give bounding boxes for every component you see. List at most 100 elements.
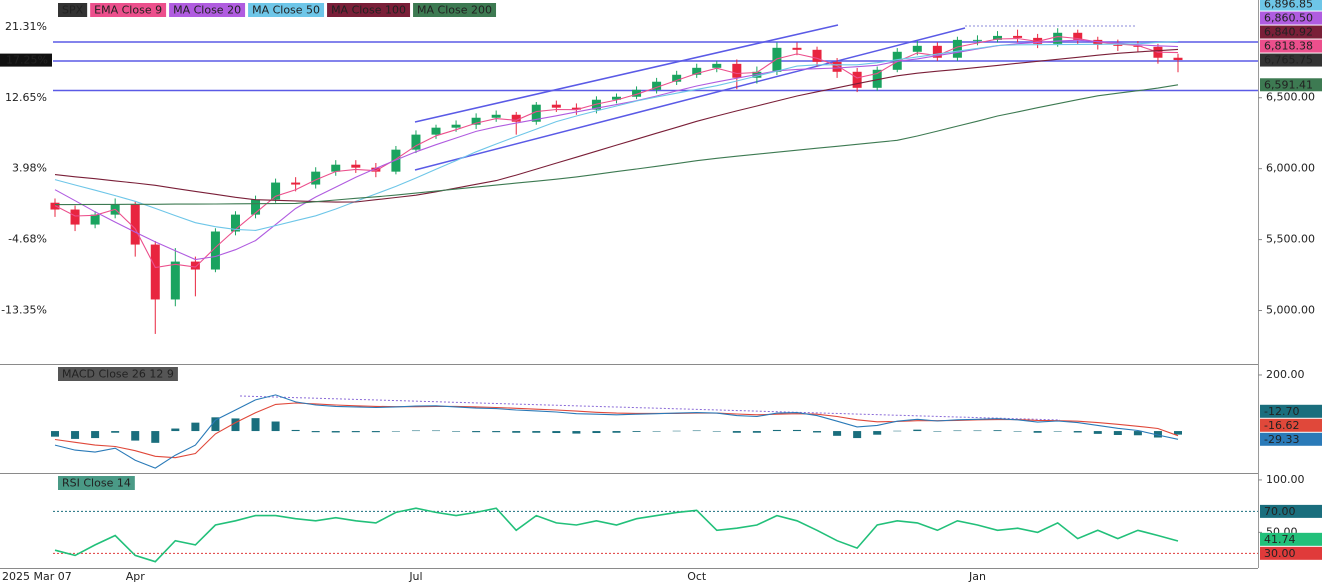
- value-box-label: -29.33: [1264, 433, 1299, 446]
- histogram-bar: [592, 431, 601, 434]
- candle-body: [591, 99, 601, 110]
- value-box-label: 6,896.85: [1264, 0, 1313, 11]
- drawings: [53, 24, 1258, 421]
- value-box: [1260, 532, 1322, 546]
- macd-divergence-line: [239, 395, 1061, 421]
- value-box: [1260, 25, 1322, 39]
- candle-body: [1013, 35, 1023, 38]
- histogram-bar: [1133, 431, 1142, 436]
- histogram-bar: [211, 417, 220, 432]
- histogram-bar: [552, 431, 561, 434]
- value-box: [1260, 546, 1322, 560]
- x-tick-label: Jan: [968, 570, 986, 583]
- value-box: [1260, 504, 1322, 518]
- histogram-bar: [432, 430, 441, 432]
- histogram-bar: [752, 431, 761, 433]
- y-tick-label: 5,000.00: [1266, 304, 1315, 317]
- candle-body: [431, 127, 441, 135]
- candle-body: [190, 261, 200, 270]
- value-box-label: 6,860.50: [1264, 12, 1313, 25]
- candle-body: [130, 204, 140, 245]
- histogram-bar: [652, 431, 661, 432]
- candle-body: [812, 49, 822, 62]
- series-line: [54, 402, 1179, 459]
- candle-body: [1113, 44, 1123, 46]
- candle-body: [411, 134, 421, 150]
- value-box-label: 6,840.92: [1264, 26, 1313, 39]
- histogram-bar: [91, 431, 100, 439]
- histogram-bar: [712, 431, 721, 432]
- histogram-bar: [792, 429, 801, 432]
- y-tick-label: 6,500.00: [1266, 91, 1315, 104]
- candle-body: [852, 71, 862, 88]
- x-tick-label: Oct: [687, 570, 707, 583]
- candle-body: [271, 182, 281, 200]
- candle-body: [672, 74, 682, 82]
- histogram-bar: [371, 431, 380, 433]
- legend-chip: [169, 3, 246, 17]
- value-box-label: -16.62: [1264, 419, 1299, 432]
- histogram-bar: [71, 431, 80, 439]
- candle-body: [772, 47, 782, 72]
- value-box-label: 6,818.38: [1264, 40, 1313, 53]
- histogram-bar: [833, 431, 842, 436]
- histogram-bar: [813, 431, 822, 433]
- histogram-bar: [391, 431, 400, 432]
- histogram-bar: [612, 431, 621, 433]
- histogram-bar: [993, 430, 1002, 432]
- histogram-bar: [1073, 431, 1082, 433]
- value-box: [1260, 432, 1322, 446]
- y2-tick-label: -4.68%: [8, 233, 47, 246]
- candle-body: [251, 199, 261, 215]
- histogram-bar: [151, 431, 160, 443]
- legend-chip: [58, 476, 135, 490]
- series-line: [54, 36, 1179, 269]
- histogram-bar: [351, 431, 360, 433]
- candle-body: [230, 214, 240, 232]
- histogram-bar: [1113, 431, 1122, 435]
- histogram-bar: [1153, 431, 1162, 438]
- histogram-bar: [1033, 431, 1042, 433]
- y-tick-label: 6,000.00: [1266, 162, 1315, 175]
- histogram-bar: [1174, 431, 1182, 435]
- histogram-bar: [231, 418, 240, 432]
- legend-label: MA Close 100: [331, 4, 406, 17]
- candle-body: [90, 214, 100, 225]
- candle-body: [70, 209, 80, 225]
- candle-body: [1073, 32, 1083, 40]
- histogram-bar: [1013, 431, 1022, 432]
- candle-body: [351, 164, 361, 168]
- x-tick-label: Jul: [408, 570, 422, 583]
- value-box: [1260, 39, 1322, 53]
- legend-label: MA Close 200: [417, 4, 492, 17]
- candle-body: [511, 114, 521, 122]
- histogram-bar: [933, 431, 942, 432]
- legend-chip: [413, 3, 497, 17]
- value-box-label: 70.00: [1264, 505, 1296, 518]
- candle-body: [932, 45, 942, 58]
- value-box: [1260, 0, 1322, 11]
- y2-tick-label: 21.31%: [5, 20, 47, 33]
- candle-body: [291, 182, 301, 185]
- histogram-bar: [1053, 431, 1062, 432]
- y-tick-label: 5,500.00: [1266, 233, 1315, 246]
- value-box-label: 30.00: [1264, 547, 1296, 560]
- candle-body: [872, 69, 882, 88]
- histogram-bar: [291, 429, 300, 432]
- histogram-bar: [692, 430, 701, 432]
- histogram-bar: [271, 421, 280, 432]
- legend-label: MA Close 50: [252, 4, 320, 17]
- percent-box: [0, 53, 52, 67]
- value-box: [1260, 418, 1322, 432]
- histogram-bar: [51, 431, 59, 437]
- series-line: [54, 507, 1179, 563]
- candle-body: [912, 45, 922, 52]
- candle-body: [371, 167, 381, 172]
- candle-body: [391, 149, 401, 172]
- value-box-label: -12.70: [1264, 405, 1299, 418]
- candle-body: [993, 35, 1003, 40]
- histogram-bar: [873, 431, 882, 435]
- y2-tick-label: 12.65%: [5, 91, 47, 104]
- candle-body: [451, 124, 461, 128]
